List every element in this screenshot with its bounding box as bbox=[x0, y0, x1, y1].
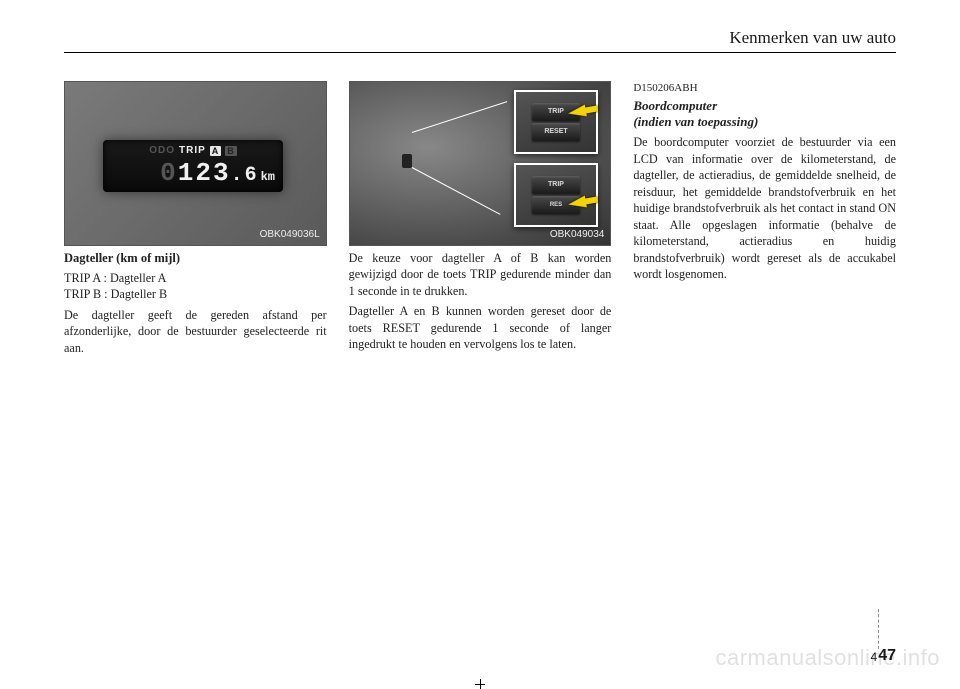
figure-trip-buttons: TRIP RESET TRIP RES OBK049034 bbox=[349, 81, 612, 246]
page-number-divider bbox=[878, 609, 879, 649]
col1-heading: Dagteller (km of mijl) bbox=[64, 250, 327, 267]
col1-line-a: TRIP A : Dagteller A bbox=[64, 270, 327, 286]
col3-subhead: Boordcomputer (indien van toepassing) bbox=[633, 98, 896, 131]
lcd-trip-label: TRIP bbox=[179, 144, 206, 158]
trip-button-2: TRIP bbox=[532, 176, 581, 194]
col3-code: D150206ABH bbox=[633, 81, 896, 96]
callout-top: TRIP RESET bbox=[514, 90, 598, 154]
lcd-panel: ODO TRIP A B 0123.6km bbox=[103, 140, 283, 192]
figure2-caption: OBK049034 bbox=[550, 228, 605, 242]
content-columns: ODO TRIP A B 0123.6km OBK049036L Dagtell… bbox=[64, 81, 896, 356]
watermark: carmanualsonline.info bbox=[715, 645, 940, 671]
trip-badge-a: A bbox=[210, 146, 222, 156]
column-3: D150206ABH Boordcomputer (indien van toe… bbox=[633, 81, 896, 356]
col3-para: De boordcomputer voorziet de bestuurder … bbox=[633, 134, 896, 282]
page-header: Kenmerken van uw auto bbox=[64, 28, 896, 53]
col2-para1: De keuze voor dagteller A of B kan worde… bbox=[349, 250, 612, 299]
crop-mark-h bbox=[475, 684, 485, 685]
lcd-value: 0123.6km bbox=[111, 160, 275, 186]
arrow-icon-2 bbox=[567, 196, 587, 211]
reset-button: RESET bbox=[532, 123, 581, 141]
col1-line-b: TRIP B : Dagteller B bbox=[64, 286, 327, 302]
section-title: Kenmerken van uw auto bbox=[729, 28, 896, 47]
col2-para2: Dagteller A en B kunnen worden gereset d… bbox=[349, 303, 612, 352]
figure-trip-lcd: ODO TRIP A B 0123.6km OBK049036L bbox=[64, 81, 327, 246]
lcd-odo-label: ODO bbox=[149, 144, 175, 158]
callout-bottom: TRIP RES bbox=[514, 163, 598, 227]
col1-para: De dagteller geeft de gereden afstand pe… bbox=[64, 307, 327, 356]
trip-badge-b: B bbox=[225, 146, 237, 156]
figure1-caption: OBK049036L bbox=[260, 228, 320, 242]
dash-button-spot bbox=[402, 154, 412, 168]
column-2: TRIP RESET TRIP RES OBK049034 De keuze v… bbox=[349, 81, 612, 356]
arrow-icon bbox=[567, 105, 587, 120]
column-1: ODO TRIP A B 0123.6km OBK049036L Dagtell… bbox=[64, 81, 327, 356]
